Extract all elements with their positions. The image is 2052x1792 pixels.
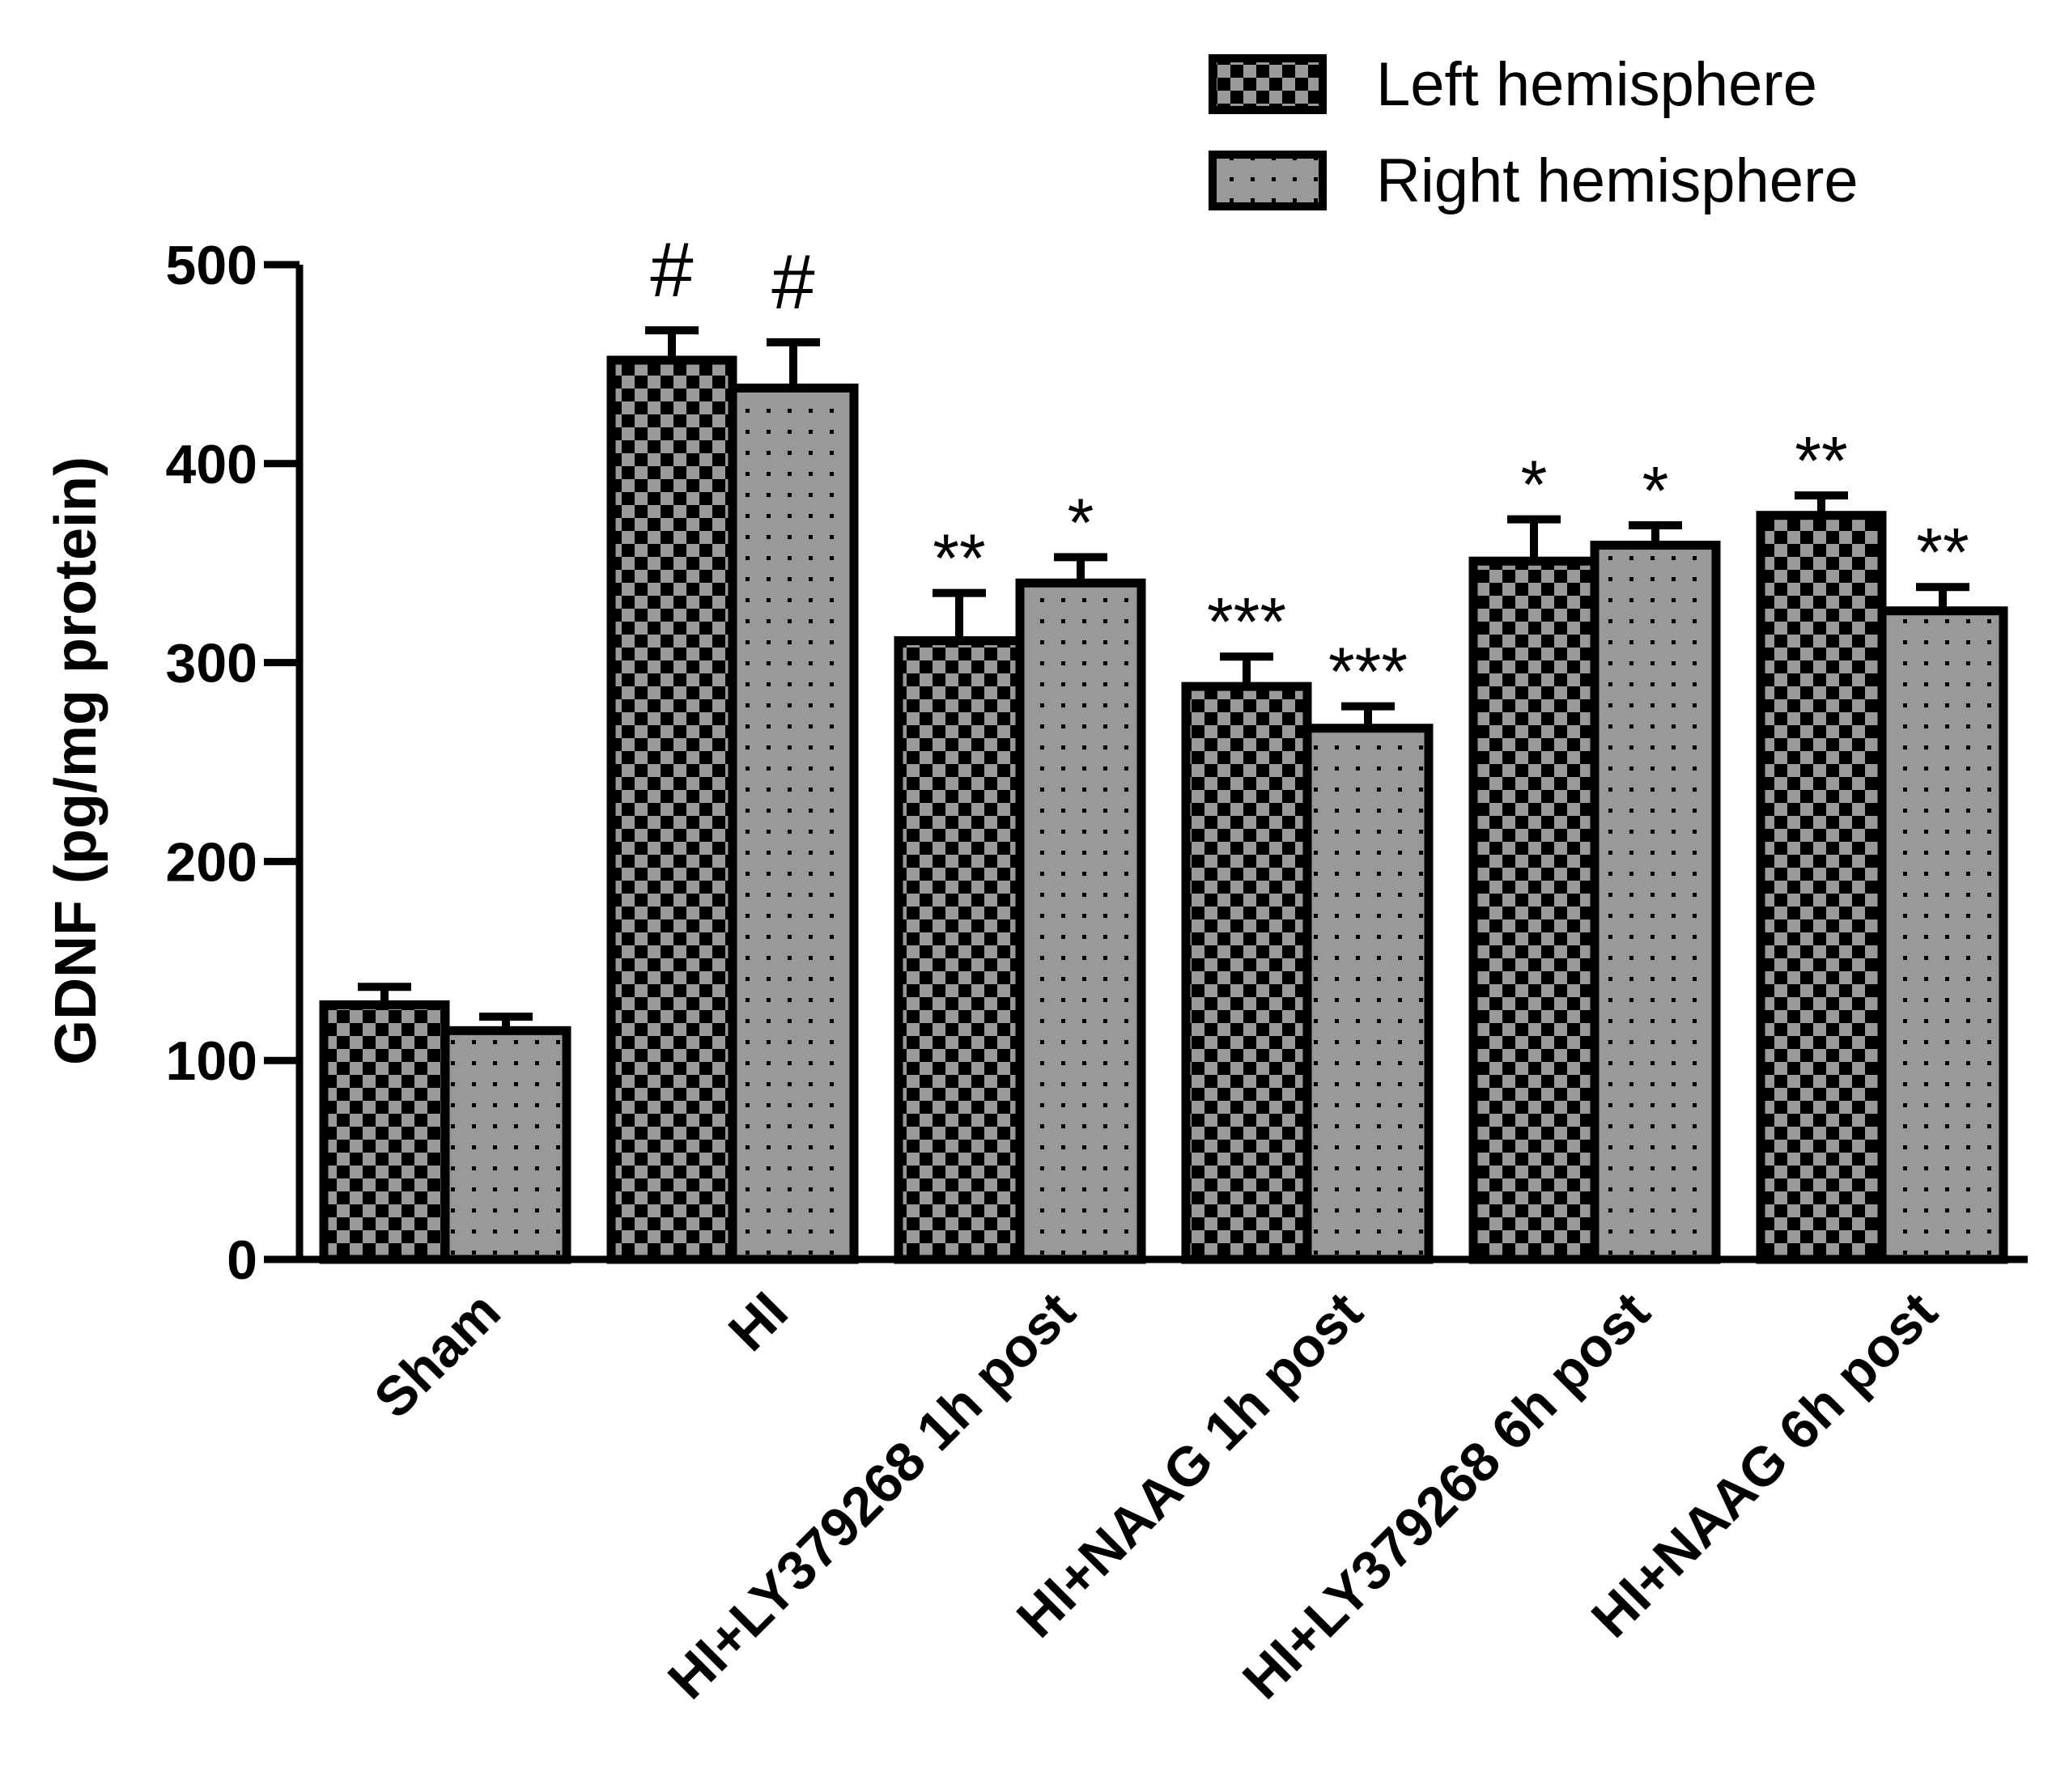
legend-label-left-hemisphere: Left hemisphere bbox=[1376, 50, 1817, 119]
bar-right-hemisphere-sham bbox=[440, 1026, 571, 1264]
axes-layer bbox=[264, 265, 2028, 1263]
bar-right-hemisphere-hi bbox=[728, 383, 859, 1264]
significance-marker-right-hemisphere-hi-ly379268-6h-post: * bbox=[1642, 452, 1669, 529]
bar-left-hemisphere-hi-ly379268-6h-post bbox=[1468, 556, 1600, 1264]
legend: Left hemisphere Right hemisphere bbox=[1209, 50, 1859, 215]
significance-marker-left-hemisphere-hi-naag-1h-post: *** bbox=[1207, 584, 1286, 660]
bar-left-hemisphere-hi-naag-1h-post bbox=[1181, 682, 1312, 1264]
bar-right-hemisphere-hi-ly379268-1h-post bbox=[1015, 578, 1146, 1264]
bars-layer bbox=[319, 355, 2008, 1264]
y-tick-label: 500 bbox=[166, 235, 257, 296]
y-tick-label: 400 bbox=[166, 434, 257, 495]
y-tick-label: 300 bbox=[166, 633, 257, 694]
y-tick-label: 100 bbox=[166, 1030, 257, 1092]
significance-marker-left-hemisphere-hi-naag-6h-post: ** bbox=[1795, 423, 1847, 499]
category-label-hi-ly379268-1h-post: HI+LY379268 1h post bbox=[656, 1280, 1087, 1711]
bar-left-hemisphere-hi-naag-6h-post bbox=[1756, 511, 1887, 1264]
legend-swatch-right-hemisphere bbox=[1209, 151, 1327, 210]
bar-left-hemisphere-sham bbox=[319, 1000, 450, 1264]
significance-markers-layer: # #** ******** * **** bbox=[650, 227, 1969, 710]
significance-marker-right-hemisphere-hi: # bbox=[771, 239, 814, 325]
category-label-sham: Sham bbox=[363, 1280, 512, 1430]
y-tick-label: 200 bbox=[166, 831, 257, 893]
y-axis-title: GDNF (pg/mg protein) bbox=[44, 456, 108, 1065]
significance-marker-left-hemisphere-hi-ly379268-1h-post: ** bbox=[933, 520, 985, 597]
error-bars-layer bbox=[358, 326, 1969, 1031]
category-label-hi: HI bbox=[717, 1280, 800, 1363]
legend-swatch-left-hemisphere bbox=[1209, 54, 1327, 114]
y-tick-label: 0 bbox=[227, 1229, 257, 1291]
bar-right-hemisphere-hi-naag-1h-post bbox=[1302, 724, 1434, 1264]
significance-marker-left-hemisphere-hi: # bbox=[650, 227, 693, 313]
bar-right-hemisphere-hi-naag-6h-post bbox=[1877, 606, 2008, 1264]
significance-marker-right-hemisphere-hi-ly379268-1h-post: * bbox=[1068, 484, 1094, 560]
bar-left-hemisphere-hi bbox=[606, 355, 737, 1264]
significance-marker-left-hemisphere-hi-ly379268-6h-post: * bbox=[1521, 447, 1548, 523]
bar-left-hemisphere-hi-ly379268-1h-post bbox=[894, 636, 1025, 1264]
bar-right-hemisphere-hi-ly379268-6h-post bbox=[1590, 541, 1721, 1264]
y-ticks-layer: 0 100 200 300 400 500 bbox=[166, 235, 300, 1291]
significance-marker-right-hemisphere-hi-naag-6h-post: ** bbox=[1916, 514, 1969, 590]
significance-marker-right-hemisphere-hi-naag-1h-post: *** bbox=[1328, 634, 1408, 710]
legend-label-right-hemisphere: Right hemisphere bbox=[1376, 147, 1859, 215]
